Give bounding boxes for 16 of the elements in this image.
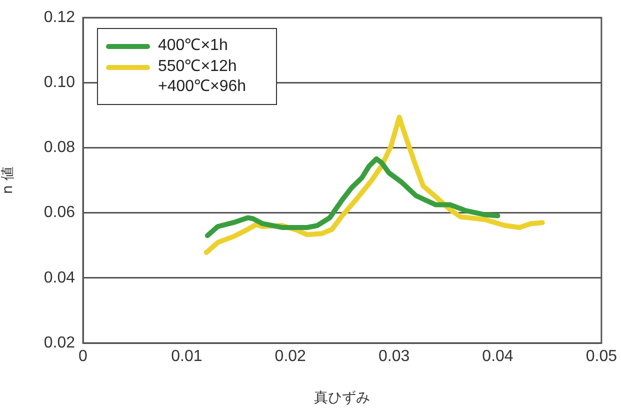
y-tick-label: 0.04: [44, 269, 76, 286]
y-tick-label: 0.02: [44, 334, 76, 352]
x-tick-label: 0.03: [378, 348, 410, 366]
x-tick-label: 0.05: [586, 348, 618, 366]
legend-label: 400℃×1h: [158, 36, 229, 56]
x-axis-title: 真ひずみ: [314, 390, 370, 406]
y-tick-label: 0.10: [44, 74, 76, 92]
y-tick-label: 0.06: [44, 204, 76, 222]
y-tick-label: 0.08: [44, 139, 76, 156]
x-tick-label: 0: [78, 348, 88, 366]
y-axis-title: n 値: [0, 166, 16, 194]
x-tick-label: 0.04: [482, 348, 514, 366]
legend-label: 550℃×12h +400℃×96h: [158, 56, 248, 97]
x-tick-label: 0.01: [171, 348, 202, 366]
x-tick-label: 0.02: [274, 348, 306, 366]
y-tick-label: 0.12: [44, 9, 76, 26]
